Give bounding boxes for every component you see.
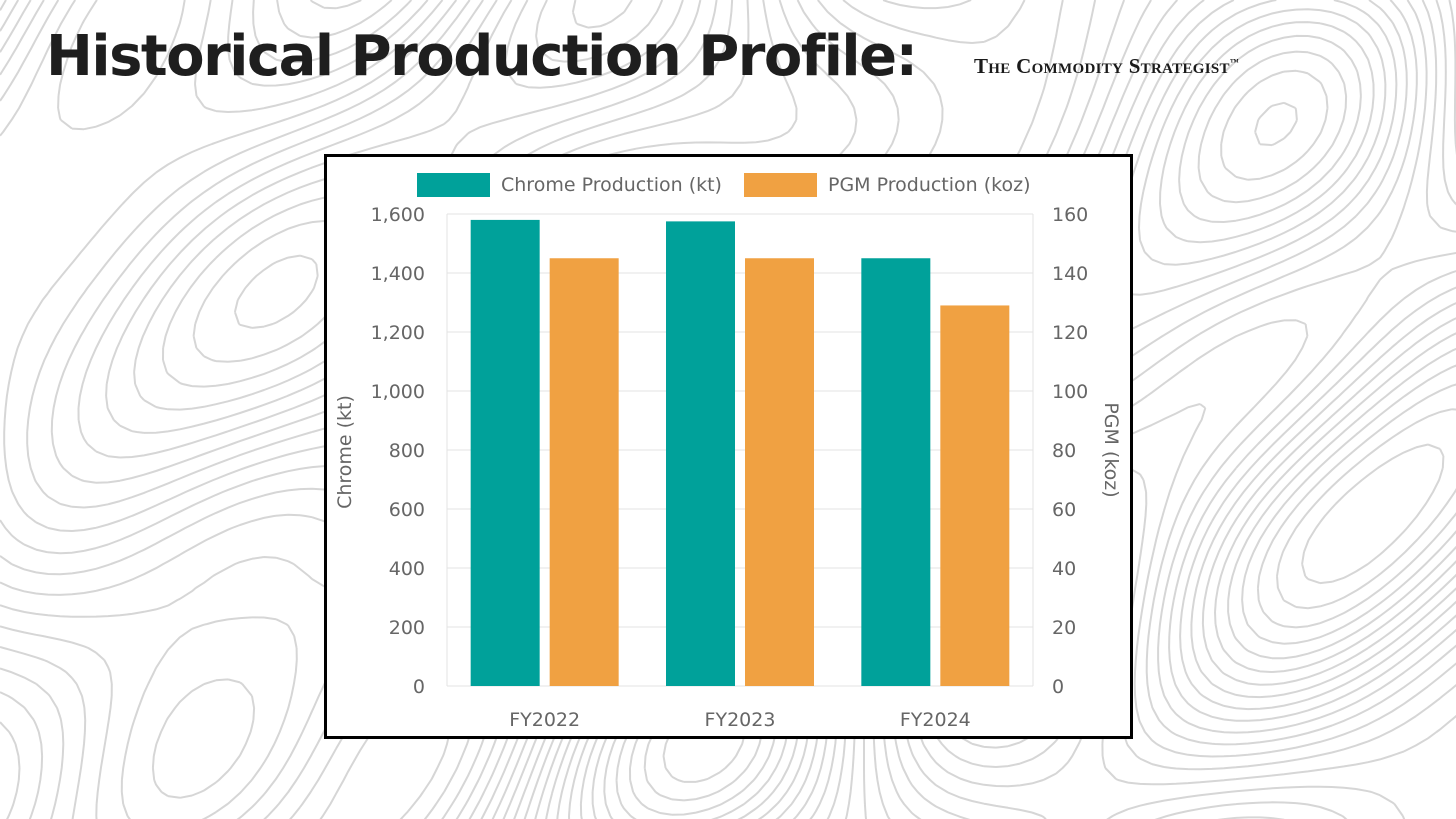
page-title: Historical Production Profile: (46, 24, 918, 89)
left-tick-label: 600 (389, 499, 425, 521)
left-tick-label: 0 (413, 676, 425, 698)
chart-panel: 0 200 400 600 800 1,000 1,200 1,400 1,600 0 20 40 6… (324, 154, 1133, 739)
right-tick-label: 160 (1052, 204, 1088, 226)
trademark-mark: ™ (1229, 57, 1240, 67)
brand-name: The Commodity Strategist (974, 54, 1230, 78)
left-tick-label: 1,200 (371, 322, 425, 344)
bar-pgm-fy2022 (549, 258, 619, 686)
x-tick-label: FY2023 (705, 709, 776, 731)
left-tick-label: 1,600 (371, 204, 425, 226)
x-tick-label: FY2022 (509, 709, 580, 731)
production-bar-chart: 0 200 400 600 800 1,000 1,200 1,400 1,600 0 20 40 6… (334, 173, 1122, 731)
right-tick-label: 80 (1052, 440, 1076, 462)
left-tick-label: 1,000 (371, 381, 425, 403)
gridlines (446, 213, 1034, 687)
right-tick-label: 100 (1052, 381, 1088, 403)
left-tick-label: 400 (389, 558, 425, 580)
left-axis-ticks: 0 200 400 600 800 1,000 1,200 1,400 1,600 (371, 204, 425, 698)
bar-chrome-fy2022 (470, 219, 540, 686)
bar-pgm-fy2024 (940, 305, 1010, 686)
legend: Chrome Production (kt) PGM Production (k… (417, 173, 1031, 197)
left-tick-label: 800 (389, 440, 425, 462)
left-tick-label: 1,400 (371, 263, 425, 285)
right-tick-label: 20 (1052, 617, 1076, 639)
legend-label-pgm: PGM Production (koz) (828, 174, 1031, 196)
x-axis-ticks: FY2022 FY2023 FY2024 (509, 709, 971, 731)
right-axis-ticks: 0 20 40 60 80 100 120 140 160 (1052, 204, 1088, 698)
right-tick-label: 0 (1052, 676, 1064, 698)
legend-swatch-chrome (417, 173, 490, 197)
right-tick-label: 120 (1052, 322, 1088, 344)
left-tick-label: 200 (389, 617, 425, 639)
bar-series (470, 219, 1010, 686)
right-tick-label: 60 (1052, 499, 1076, 521)
x-tick-label: FY2024 (900, 709, 971, 731)
left-axis-title: Chrome (kt) (334, 395, 356, 509)
bar-chrome-fy2024 (861, 258, 931, 686)
brand-logo: The Commodity Strategist™ (974, 54, 1239, 79)
right-tick-label: 140 (1052, 263, 1088, 285)
legend-swatch-pgm (744, 173, 817, 197)
bar-pgm-fy2023 (745, 258, 814, 686)
bar-chrome-fy2023 (666, 221, 735, 686)
right-tick-label: 40 (1052, 558, 1076, 580)
right-axis-title: PGM (koz) (1100, 402, 1122, 497)
legend-label-chrome: Chrome Production (kt) (501, 174, 722, 196)
